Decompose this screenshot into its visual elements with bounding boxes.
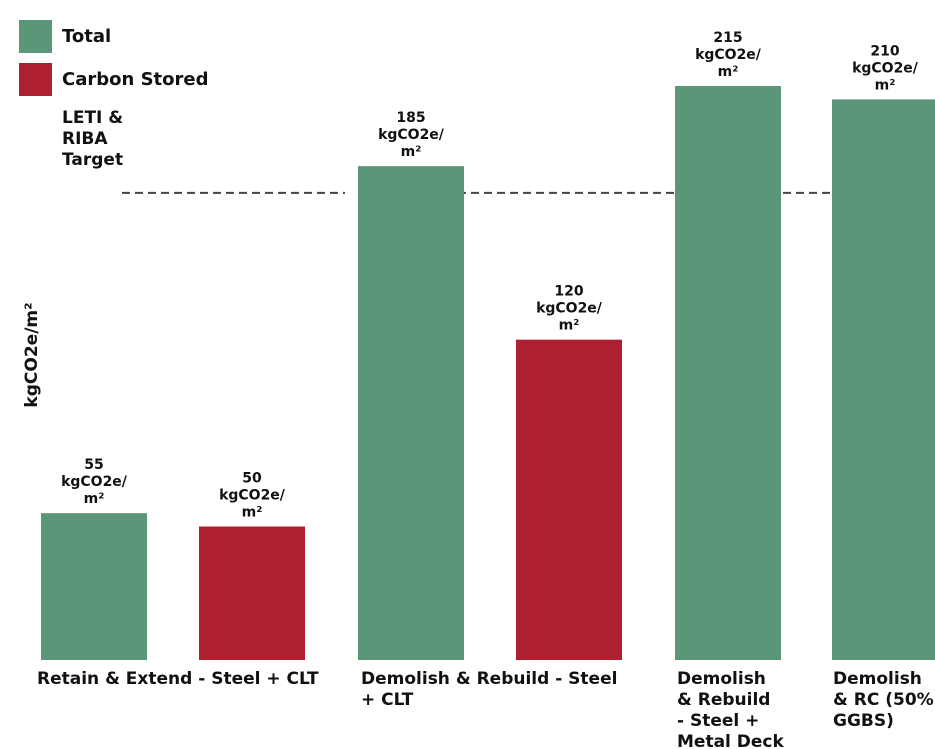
category-label-1: Demolish & Rebuild - Steel + CLT	[361, 669, 617, 710]
legend-swatch-1	[19, 63, 52, 96]
category-label-3: Demolish & RC (50% GGBS)	[833, 669, 934, 731]
category-label-2: Demolish & Rebuild - Steel + Metal Deck	[677, 669, 785, 749]
target-label: LETI & RIBA Target	[62, 108, 123, 170]
legend-label-1: Carbon Stored	[62, 69, 208, 90]
value-label-0-1: 50 kgCO2e/m²	[219, 471, 286, 521]
legend-label-0: Total	[62, 26, 111, 47]
bar-1-1	[516, 339, 622, 660]
bar-1-0	[358, 166, 464, 660]
legend-swatch-0	[19, 20, 52, 53]
y-axis-label: kgCO2e/m²	[22, 302, 42, 407]
category-labels: Retain & Extend - Steel + CLT Demolish & …	[37, 669, 934, 749]
value-label-2-0: 215 kgCO2e/m²	[695, 30, 762, 80]
value-label-3-0: 210 kgCO2e/m²	[852, 43, 919, 93]
bar-2-0	[675, 86, 781, 661]
value-label-0-0: 55 kgCO2e/m²	[61, 457, 128, 507]
bar-0-1	[199, 526, 305, 660]
value-label-1-1: 120 kgCO2e/m²	[536, 284, 603, 334]
value-labels: 55 kgCO2e/m² 50 kgCO2e/m² 185 kgCO2e/m² 120 kgC…	[61, 30, 919, 520]
target-line-group: LETI & RIBA Target	[62, 108, 935, 194]
category-label-0: Retain & Extend - Steel + CLT	[37, 669, 319, 689]
value-label-1-0: 185 kgCO2e/m²	[378, 110, 445, 160]
bar-3-0	[832, 99, 935, 661]
bars	[41, 86, 935, 661]
bar-0-0	[41, 513, 147, 660]
legend: Total Carbon Stored	[19, 20, 208, 96]
